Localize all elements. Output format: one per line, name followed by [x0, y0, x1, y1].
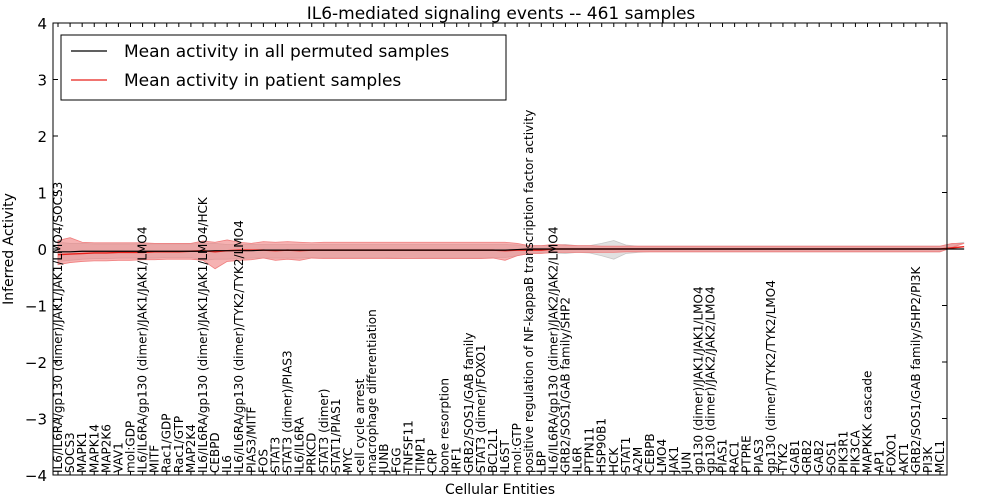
x-tick-label: STAT3 (dimer)/PIAS3	[281, 350, 295, 473]
x-tick-label: gp130 (dimer)/TYK2/TYK2/LMO4	[764, 280, 778, 473]
x-tick-label: PTPRE	[740, 435, 754, 473]
x-tick-label: GRB2/SOS1/GAB family	[462, 333, 476, 474]
x-tick-label: GAB2	[812, 440, 826, 473]
x-tick-label: STAT1/PIAS1	[329, 398, 343, 473]
x-tick-label: GRB2/SOS1/GAB family/SHP2/PI3K	[909, 265, 923, 473]
x-tick-label: MAPKKK cascade	[861, 371, 875, 473]
x-tick-label: gp130 (dimer)/JAK1/JAK1/LMO4	[691, 286, 705, 473]
x-tick-label: TYK2	[776, 443, 790, 474]
x-tick-label: MAPK14	[87, 424, 101, 473]
x-axis-label: Cellular Entities	[445, 482, 555, 498]
x-tick-label: HCK	[607, 447, 621, 473]
x-tick-label: macrophage differentiation	[365, 309, 379, 473]
legend-frame	[60, 34, 507, 101]
x-tick-label: STAT3 (dimer)/FOXO1	[474, 344, 488, 473]
chart-title: IL6-mediated signaling events -- 461 sam…	[307, 4, 696, 24]
x-tick-label: PIAS3/MITF	[244, 406, 258, 473]
x-tick-label: PTPN11	[583, 427, 597, 473]
x-tick-label: MYC	[341, 448, 355, 473]
x-tick-label: HSP90B1	[595, 418, 609, 473]
x-tick-label: PIK3CA	[848, 429, 862, 473]
y-tick-label: −2	[25, 354, 47, 372]
legend: Mean activity in all permuted samples Me…	[60, 34, 507, 101]
x-tick-label: LMO4	[655, 439, 669, 473]
y-axis-label: Inferred Activity	[1, 193, 17, 305]
x-tick-label: mol:GTP	[510, 423, 524, 473]
x-tick-label: PRKCD	[305, 433, 319, 473]
x-tick-label: RAC1	[728, 441, 742, 473]
x-tick-label: GRB2/SOS1/GAB family/SHP2	[558, 297, 572, 473]
y-tick-label: −1	[25, 298, 47, 316]
x-tick-label: Rac1/GTP	[172, 416, 186, 473]
permuted-mean-line	[58, 248, 965, 253]
x-tick-label: SOCS3	[63, 432, 77, 473]
x-tick-label: CEBPB	[643, 433, 657, 473]
x-tick-label: IL6R	[571, 447, 585, 473]
x-tick-label: VAV1	[111, 442, 125, 473]
x-tick-label: IL6/IL6RA/gp130 (dimer)/JAK1/JAK1/LMO4	[136, 227, 150, 473]
x-tick-label: mol:GDP	[123, 421, 137, 473]
y-tick-label: 3	[37, 72, 47, 90]
x-tick-label: TIMP1	[413, 437, 427, 474]
x-tick-label: MITF	[148, 445, 162, 473]
y-tick-label: 2	[37, 128, 47, 146]
y-axis-ticks: −4 −3 −2 −1 0 1 2 3 4	[25, 15, 947, 485]
x-tick-label: PI3K	[921, 446, 935, 473]
x-tick-label: IL6/IL6RA/gp130 (dimer)/JAK1/JAK1/LMO4/S…	[51, 182, 65, 473]
x-tick-label: IL6/IL6RA/gp130 (dimer)/JAK1/JAK1/LMO4/H…	[196, 196, 210, 473]
legend-label-patient: Mean activity in patient samples	[124, 71, 401, 91]
y-tick-label: 4	[37, 15, 47, 33]
x-tick-label: AKT1	[897, 443, 911, 473]
y-tick-label: 1	[37, 185, 47, 203]
y-tick-label: −3	[25, 411, 47, 429]
x-tick-labels: IL6/IL6RA/gp130 (dimer)/JAK1/JAK1/LMO4/S…	[51, 110, 947, 474]
x-tick-label: IL6/IL6RA/gp130 (dimer)/TYK2/TYK2/LMO4	[232, 220, 246, 473]
x-tick-label: JUNB	[377, 443, 391, 474]
x-tick-label: BCL2L1	[486, 428, 500, 473]
x-tick-label: Rac1/GDP	[160, 414, 174, 473]
x-tick-label: PIAS1	[716, 439, 730, 473]
x-tick-label: SOS1	[824, 441, 838, 473]
x-tick-label: IRF1	[450, 447, 464, 473]
y-tick-label: 0	[37, 241, 47, 259]
x-tick-label: JAK1	[667, 446, 681, 474]
x-tick-label: IL6ST	[498, 440, 512, 473]
x-tick-label: JUN	[679, 452, 693, 474]
x-tick-label: FGG	[389, 448, 403, 474]
plot-area	[57, 237, 965, 270]
x-tick-label: STAT1	[619, 437, 633, 473]
x-tick-label: FOXO1	[885, 433, 899, 473]
x-tick-label: MAPK1	[75, 432, 89, 473]
x-tick-label: cell cycle arrest	[353, 378, 367, 473]
x-tick-label: PIK3R1	[836, 431, 850, 473]
x-tick-label: CEBPD	[208, 432, 222, 473]
x-tick-label: A2M	[631, 447, 645, 473]
x-tick-label: positive regulation of NF-kappaB transcr…	[522, 110, 536, 473]
x-tick-label: TNFSF11	[401, 420, 415, 474]
x-tick-label: IL6/IL6RA/gp130 (dimer)/JAK2/JAK2/LMO4	[546, 227, 560, 473]
x-tick-label: STAT3	[268, 437, 282, 473]
x-tick-label: GAB1	[788, 440, 802, 473]
x-tick-label: PIAS3	[752, 439, 766, 473]
x-tick-label: IL6	[220, 455, 234, 473]
x-tick-label: FOS	[256, 449, 270, 473]
x-tick-label: MAP2K4	[184, 424, 198, 473]
patient-range-band	[57, 237, 965, 270]
plot-frame	[52, 22, 948, 476]
y-tick-label: −4	[25, 467, 47, 485]
x-tick-label: LBP	[534, 451, 548, 473]
x-tick-label: MCL1	[933, 440, 947, 473]
x-tick-label: STAT3 (dimer)	[317, 389, 331, 473]
x-tick-label: MAP2K6	[99, 424, 113, 473]
x-axis-ticks	[57, 23, 941, 475]
x-tick-label: GRB2	[800, 439, 814, 473]
x-tick-label: CRP	[426, 449, 440, 473]
x-tick-label: AP1	[873, 450, 887, 473]
x-tick-label: IL6/IL6RA	[293, 416, 307, 473]
x-tick-label: gp130 (dimer)/JAK2/JAK2/LMO4	[703, 286, 717, 473]
x-tick-label: bone resorption	[438, 378, 452, 473]
legend-label-permuted: Mean activity in all permuted samples	[124, 42, 449, 62]
